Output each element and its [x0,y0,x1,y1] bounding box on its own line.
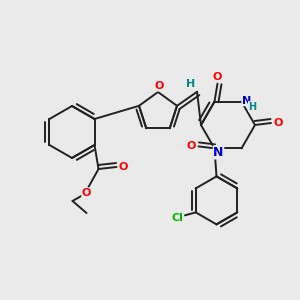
Text: O: O [213,72,222,82]
Text: O: O [273,118,283,128]
Text: Cl: Cl [172,213,184,224]
Text: O: O [119,162,128,172]
Text: O: O [82,188,91,198]
Text: O: O [154,81,164,91]
Text: N: N [213,146,224,159]
Text: O: O [187,141,196,152]
Text: H: H [186,79,196,89]
Text: H: H [248,102,256,112]
Text: N: N [242,96,251,106]
